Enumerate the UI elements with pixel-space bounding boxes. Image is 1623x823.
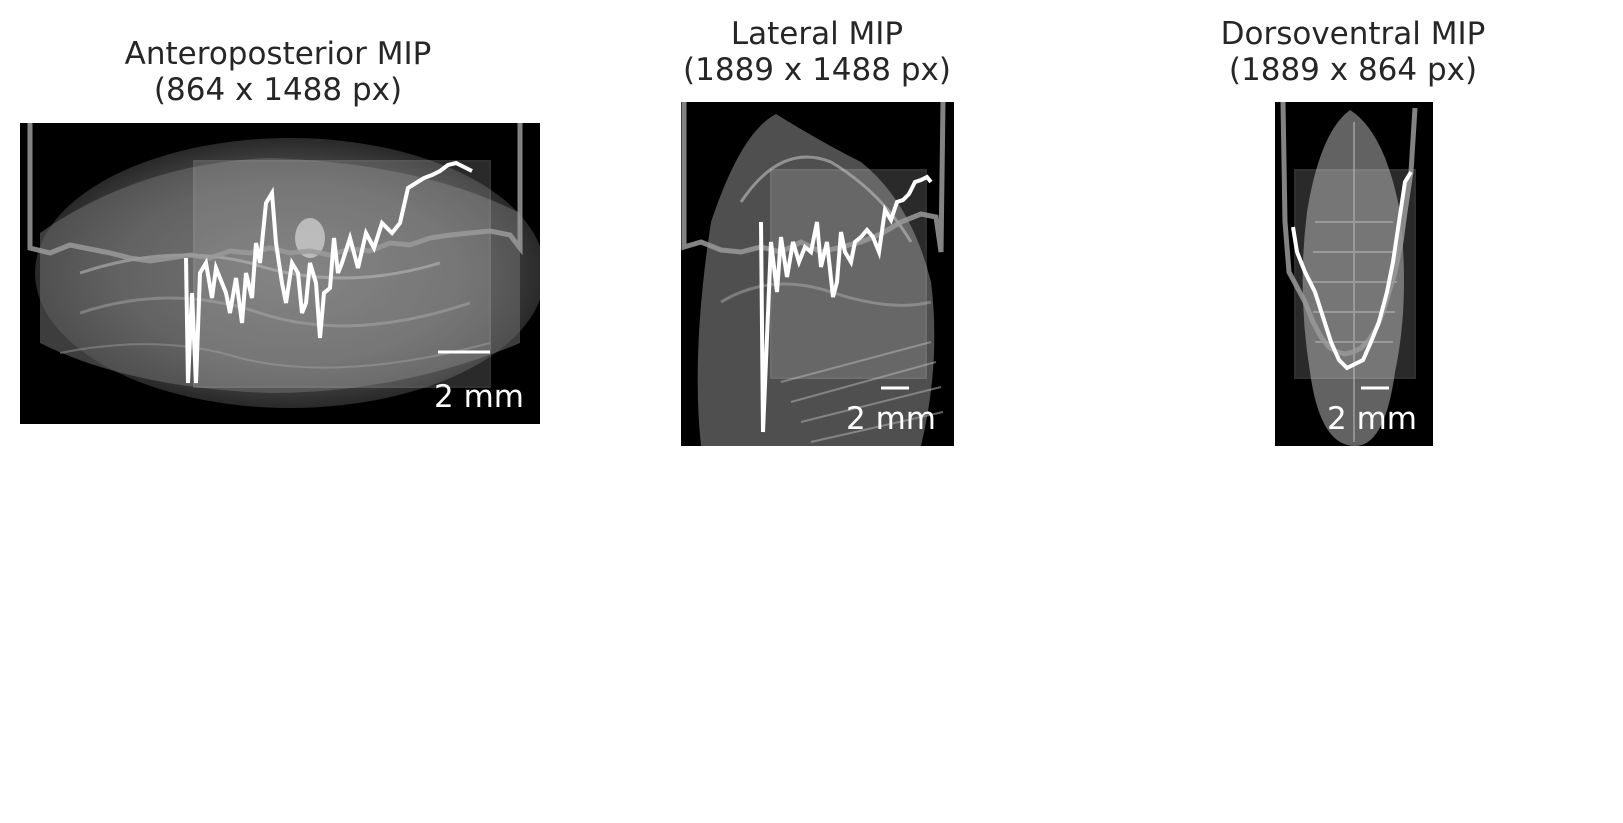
scalebar-label: 2 mm [1327, 401, 1417, 437]
panel-title-line2: (1889 x 864 px) [1228, 52, 1478, 88]
panel-title: Anteroposterior MIP (864 x 1488 px) [108, 36, 448, 108]
mip-image-anteroposterior [20, 123, 540, 424]
mip-image-lateral [681, 102, 954, 446]
panel-title: Dorsoventral MIP (1889 x 864 px) [1200, 16, 1506, 88]
mip-image-graphic [681, 102, 954, 446]
panel-title-line1: Lateral MIP [730, 16, 904, 52]
mip-image-dorsoventral [1275, 102, 1433, 446]
panel-title: Lateral MIP (1889 x 1488 px) [662, 16, 972, 88]
panel-title-line2: (1889 x 1488 px) [683, 52, 951, 88]
panel-title-line1: Anteroposterior MIP [124, 36, 432, 72]
mip-image-graphic [1275, 102, 1433, 446]
scalebar-label: 2 mm [434, 379, 524, 415]
mip-image-graphic [20, 123, 540, 424]
scalebar-label: 2 mm [846, 401, 936, 437]
panel-title-line1: Dorsoventral MIP [1220, 16, 1486, 52]
panel-title-line2: (864 x 1488 px) [153, 72, 403, 108]
